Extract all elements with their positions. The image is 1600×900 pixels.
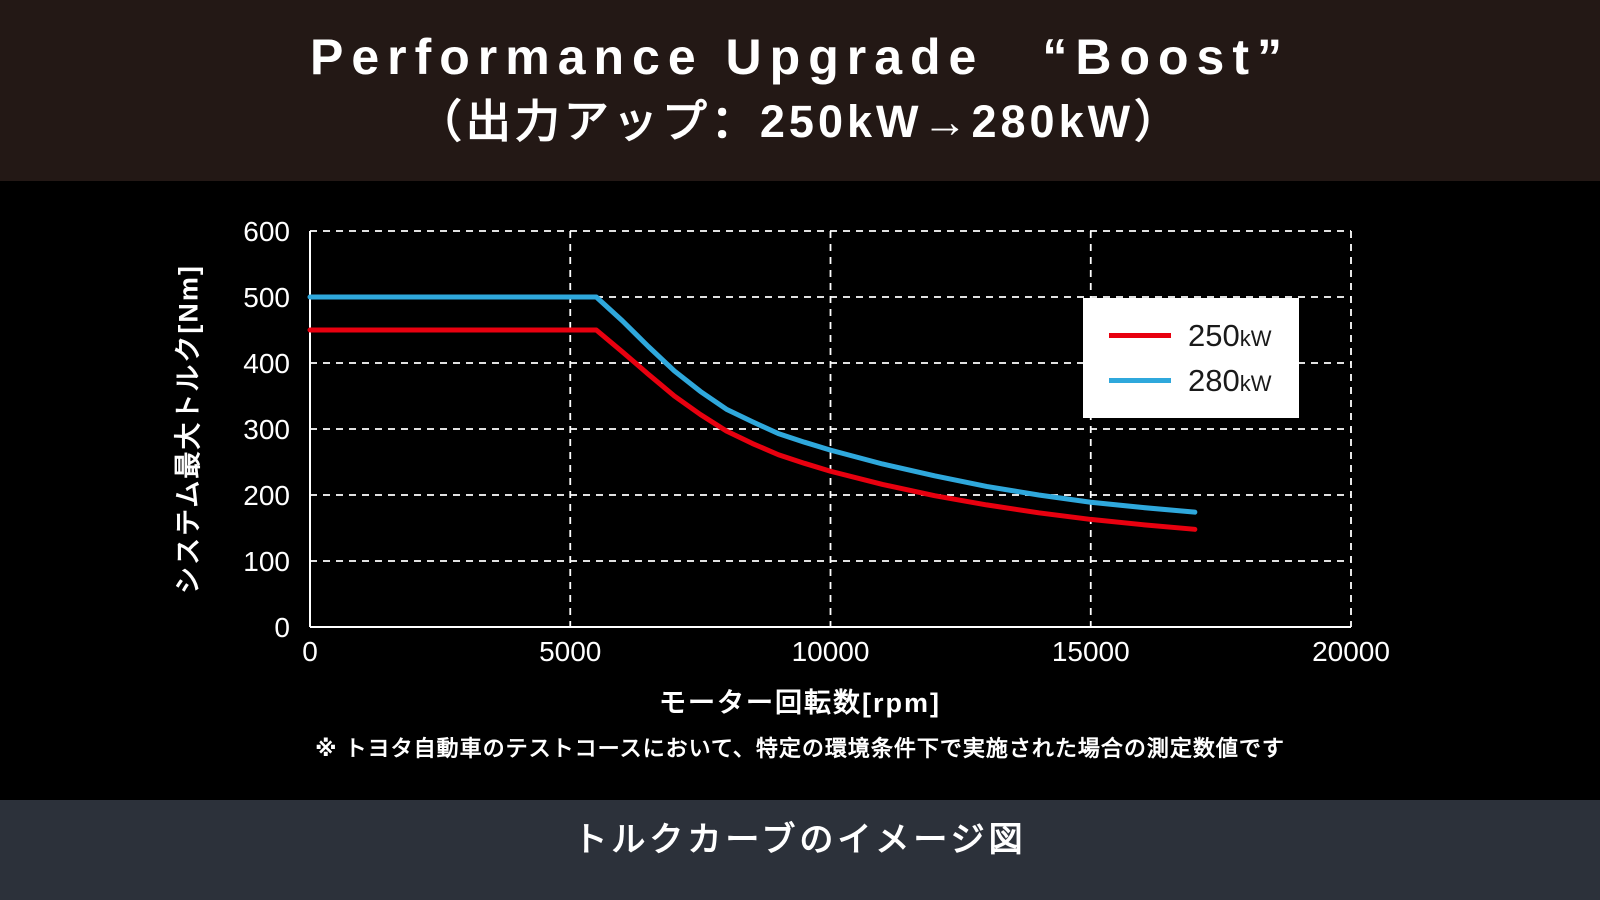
chart-legend: 250kW 280kW (1083, 298, 1299, 418)
legend-unit-280: kW (1239, 371, 1272, 396)
series-line-250kW (307, 327, 1198, 532)
legend-item-250kw: 250kW (1109, 320, 1299, 351)
legend-label-250: 250 (1188, 318, 1240, 353)
header-banner: Performance Upgrade “Boost” （出力アップ：250kW… (0, 0, 1600, 181)
page-title-en: Performance Upgrade “Boost” (309, 29, 1291, 85)
x-tick-label: 15000 (1052, 636, 1130, 667)
x-tick-label: 10000 (792, 636, 870, 667)
legend-item-280kw: 280kW (1109, 365, 1299, 396)
y-tick-label: 500 (243, 282, 290, 313)
footer-bar: トルクカーブのイメージ図 (0, 800, 1600, 900)
y-axis-label: システム最大トルク[Nm] (173, 264, 204, 594)
y-tick-label: 0 (274, 612, 290, 643)
y-tick-label: 300 (243, 414, 290, 445)
y-tick-label: 200 (243, 480, 290, 511)
x-tick-label: 20000 (1312, 636, 1390, 667)
bottom-caption: トルクカーブのイメージ図 (573, 821, 1027, 859)
legend-swatch-blue (1109, 378, 1171, 383)
legend-swatch-red (1109, 333, 1171, 338)
y-tick-label: 100 (243, 546, 290, 577)
x-axis-label: モーター回転数[rpm] (659, 688, 941, 718)
chart-area: 0 100 200 300 400 500 600 0 5000 10000 15000 20000 … (0, 181, 1600, 800)
legend-unit-250: kW (1239, 326, 1272, 351)
x-tick-label: 5000 (539, 636, 601, 667)
chart-footnote: ※ トヨタ自動車のテストコースにおいて、特定の環境条件下で実施された場合の測定数… (315, 736, 1285, 761)
x-tick-label: 0 (302, 636, 318, 667)
y-tick-label: 400 (243, 348, 290, 379)
legend-label-280: 280 (1188, 363, 1240, 398)
y-tick-label: 600 (243, 216, 290, 247)
series-line-280kW (307, 294, 1198, 515)
page-title-ja: （出力アップ：250kW→280kW） (416, 96, 1184, 147)
torque-curve-chart: 0 100 200 300 400 500 600 0 5000 10000 15000 20000 (243, 216, 1390, 667)
